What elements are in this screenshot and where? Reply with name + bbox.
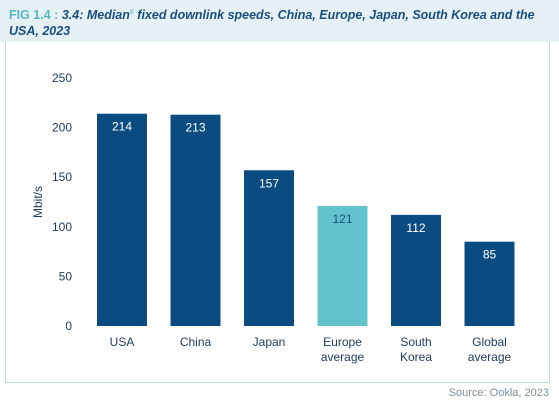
bar	[97, 113, 147, 326]
x-tick-label: Korea	[400, 350, 432, 364]
bar-value-label: 112	[406, 221, 425, 235]
y-tick-label: 250	[52, 71, 72, 85]
x-tick-label: Japan	[253, 335, 286, 349]
title-text-rest: fixed downlink speeds, China, Europe, Ja…	[9, 8, 535, 39]
bar-value-label: 121	[332, 212, 352, 226]
y-tick-label: 0	[65, 319, 72, 333]
bar-value-label: 85	[483, 248, 497, 262]
x-tick-label: China	[180, 335, 212, 349]
y-tick-label: 150	[52, 170, 72, 184]
chart-panel: Mbit/s 0 50 100 150 200 250 214 USA 213 China 157 Ja…	[5, 42, 550, 383]
y-tick-label: 200	[52, 121, 72, 135]
y-tick-label: 50	[59, 269, 73, 283]
footnote-marker: 6	[129, 9, 134, 16]
figure-number: FIG 1.4 :	[9, 8, 59, 23]
title-text: 3.4: Median	[61, 8, 130, 23]
bar	[170, 114, 221, 326]
bar	[391, 214, 441, 326]
bar	[317, 205, 368, 326]
bar-chart: Mbit/s 0 50 100 150 200 250 214 USA 213 China 157 Ja…	[31, 71, 515, 364]
bar-value-label: 157	[259, 176, 279, 190]
bar	[464, 241, 515, 326]
y-axis-label: Mbit/s	[31, 186, 45, 218]
x-tick-label: average	[468, 350, 512, 364]
bar-value-label: 214	[112, 120, 132, 134]
bar	[244, 170, 294, 326]
x-tick-label: South	[400, 335, 431, 349]
x-tick-label: Europe	[323, 335, 362, 349]
x-tick-label: average	[321, 350, 365, 364]
source-note: Source: Ookla, 2023	[448, 387, 549, 399]
bar-value-label: 213	[185, 121, 205, 135]
y-tick-label: 100	[52, 220, 72, 234]
title-banner	[0, 0, 559, 42]
figure-title: FIG 1.4 : 3.4: Median6 fixed downlink sp…	[9, 5, 549, 39]
x-tick-label: Global	[472, 335, 507, 349]
x-tick-label: USA	[110, 335, 135, 349]
